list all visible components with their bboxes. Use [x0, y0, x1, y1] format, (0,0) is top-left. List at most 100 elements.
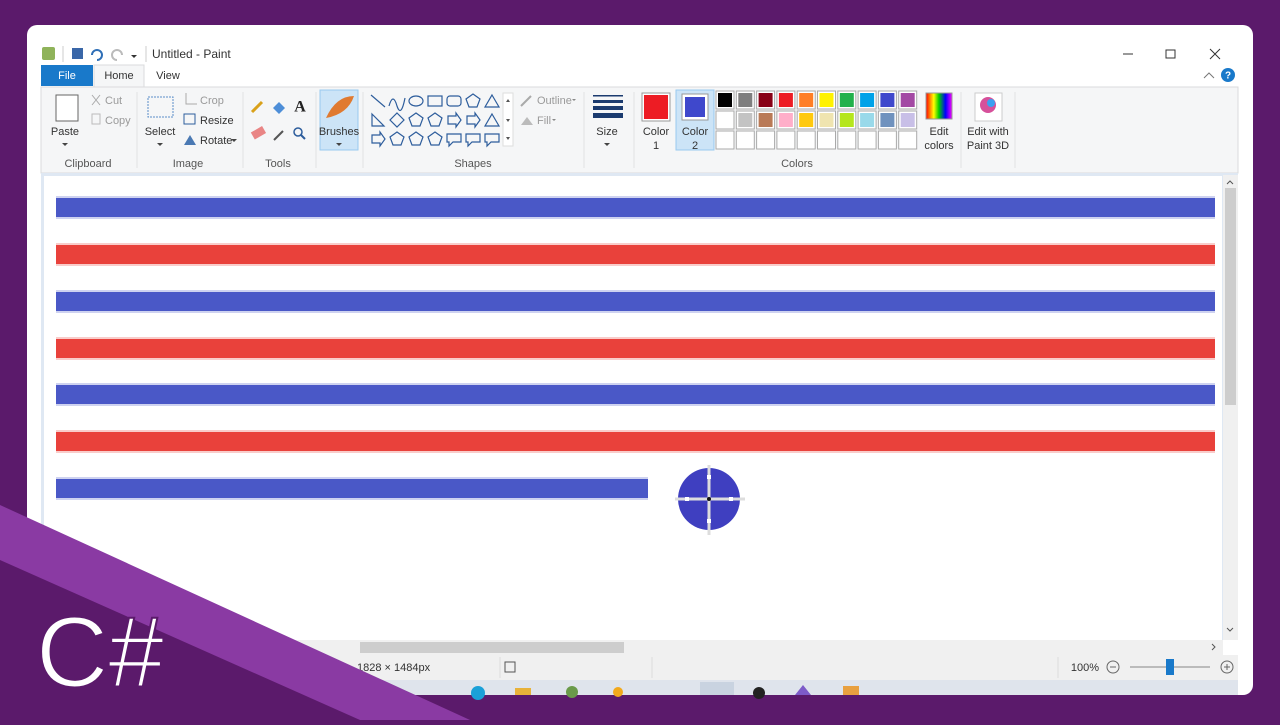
swatch-color — [839, 133, 854, 147]
button-label[interactable]: Color — [682, 126, 709, 138]
stroke — [56, 292, 1215, 311]
swatch-color — [738, 113, 753, 127]
zoom-thumb[interactable] — [1166, 659, 1174, 675]
taskbar-icons — [471, 682, 859, 700]
shape-icon — [483, 93, 501, 108]
group-label: Image — [173, 158, 204, 170]
stroke-edge — [56, 430, 1215, 453]
swatch-color — [880, 93, 895, 107]
button-label[interactable]: colors — [924, 140, 954, 152]
group-label: Colors — [781, 158, 813, 170]
quick-access — [42, 46, 147, 62]
paste-icon[interactable] — [55, 94, 79, 122]
button-label[interactable]: Copy — [105, 115, 131, 127]
swatch-color — [758, 113, 773, 127]
size-icon[interactable] — [593, 95, 623, 118]
swatch-color — [860, 133, 875, 147]
overlay — [0, 560, 360, 720]
shape-icon — [389, 112, 405, 128]
h-scroll-thumb[interactable] — [360, 642, 624, 653]
swatch-color — [799, 93, 814, 107]
button-label[interactable]: Resize — [200, 115, 234, 127]
button-label[interactable]: Cut — [105, 95, 122, 107]
shape-icon — [388, 97, 406, 112]
stroke-edge — [56, 337, 1215, 360]
button-label[interactable]: Crop — [200, 95, 224, 107]
shape-icon — [427, 112, 443, 127]
svg-text:A: A — [294, 99, 306, 116]
button-label[interactable]: Rotate — [200, 135, 232, 147]
window-title: Untitled - Paint — [152, 47, 231, 61]
swatch-color — [718, 133, 732, 147]
swatch-color — [738, 133, 753, 147]
swatch-color — [860, 113, 875, 127]
button-label[interactable]: 2 — [692, 140, 698, 152]
stroke-edge — [56, 243, 1215, 266]
shape-icon — [389, 131, 405, 146]
button-label[interactable]: Brushes — [319, 126, 360, 138]
collapse[interactable] — [1203, 72, 1215, 79]
h-scrollbar[interactable] — [41, 640, 1223, 655]
swatch-color — [718, 93, 732, 107]
shape-icon — [484, 133, 500, 148]
palette[interactable] — [715, 90, 918, 150]
swatch-color — [860, 93, 875, 107]
separators — [136, 92, 1016, 168]
zoom-level: 100% — [1071, 662, 1099, 674]
shape-icon — [465, 93, 481, 108]
shape-icon — [447, 111, 462, 129]
help-icon: ? — [1225, 71, 1231, 82]
tools[interactable]: A — [250, 99, 306, 141]
button-label[interactable]: Color — [643, 126, 670, 138]
button-label[interactable]: Fill — [537, 115, 551, 127]
swatch-color — [880, 113, 895, 127]
stroke — [56, 432, 1215, 451]
swatch-color — [819, 93, 834, 107]
swatch-color — [839, 113, 854, 127]
shape-icon — [408, 112, 424, 127]
swatch-color — [778, 133, 793, 147]
swatch-color — [758, 93, 773, 107]
shape-icon — [408, 95, 424, 107]
button-label[interactable]: Edit — [930, 126, 949, 138]
v-scroll-thumb[interactable] — [1225, 188, 1236, 405]
overlay-logo: C# — [36, 596, 164, 708]
button-label[interactable]: 1 — [653, 140, 659, 152]
tab-label[interactable]: View — [156, 70, 180, 82]
shape-icon — [371, 130, 386, 148]
shape-icon — [465, 133, 481, 148]
button-label[interactable]: Paste — [51, 126, 79, 138]
shape-icon — [446, 133, 462, 148]
stroke-edge — [56, 196, 1215, 219]
brush-strokes — [56, 196, 1215, 500]
help[interactable] — [1221, 68, 1235, 82]
button-label[interactable]: Edit with — [967, 126, 1009, 138]
tab-label[interactable]: File — [58, 70, 76, 82]
shape-icon — [427, 95, 443, 107]
save-icon — [504, 661, 516, 673]
swatch-color — [900, 133, 915, 147]
button-label[interactable]: Outline — [537, 95, 572, 107]
close[interactable] — [1209, 48, 1221, 60]
stroke-edge — [56, 290, 1215, 313]
group-label: Clipboard — [64, 158, 111, 170]
swatch-color — [799, 113, 814, 127]
swatch-color — [819, 133, 834, 147]
group-label: Tools — [265, 158, 291, 170]
button-label[interactable]: Select — [145, 126, 176, 138]
restore[interactable] — [1165, 49, 1176, 59]
swatch-color — [738, 93, 753, 107]
stroke — [56, 479, 648, 498]
tab-label[interactable]: Home — [104, 70, 133, 82]
button-label[interactable]: Size — [596, 126, 617, 138]
stroke — [56, 198, 1215, 217]
shape-icon — [371, 112, 386, 127]
button-label[interactable]: Paint 3D — [967, 140, 1009, 152]
canvas-size: 1828 × 1484px — [357, 662, 431, 674]
edit-colors-icon[interactable] — [925, 92, 953, 120]
swatch-color — [900, 113, 915, 127]
stroke-edge — [56, 383, 1215, 406]
shapes-gallery[interactable] — [370, 93, 501, 148]
file-tab[interactable] — [41, 65, 93, 86]
